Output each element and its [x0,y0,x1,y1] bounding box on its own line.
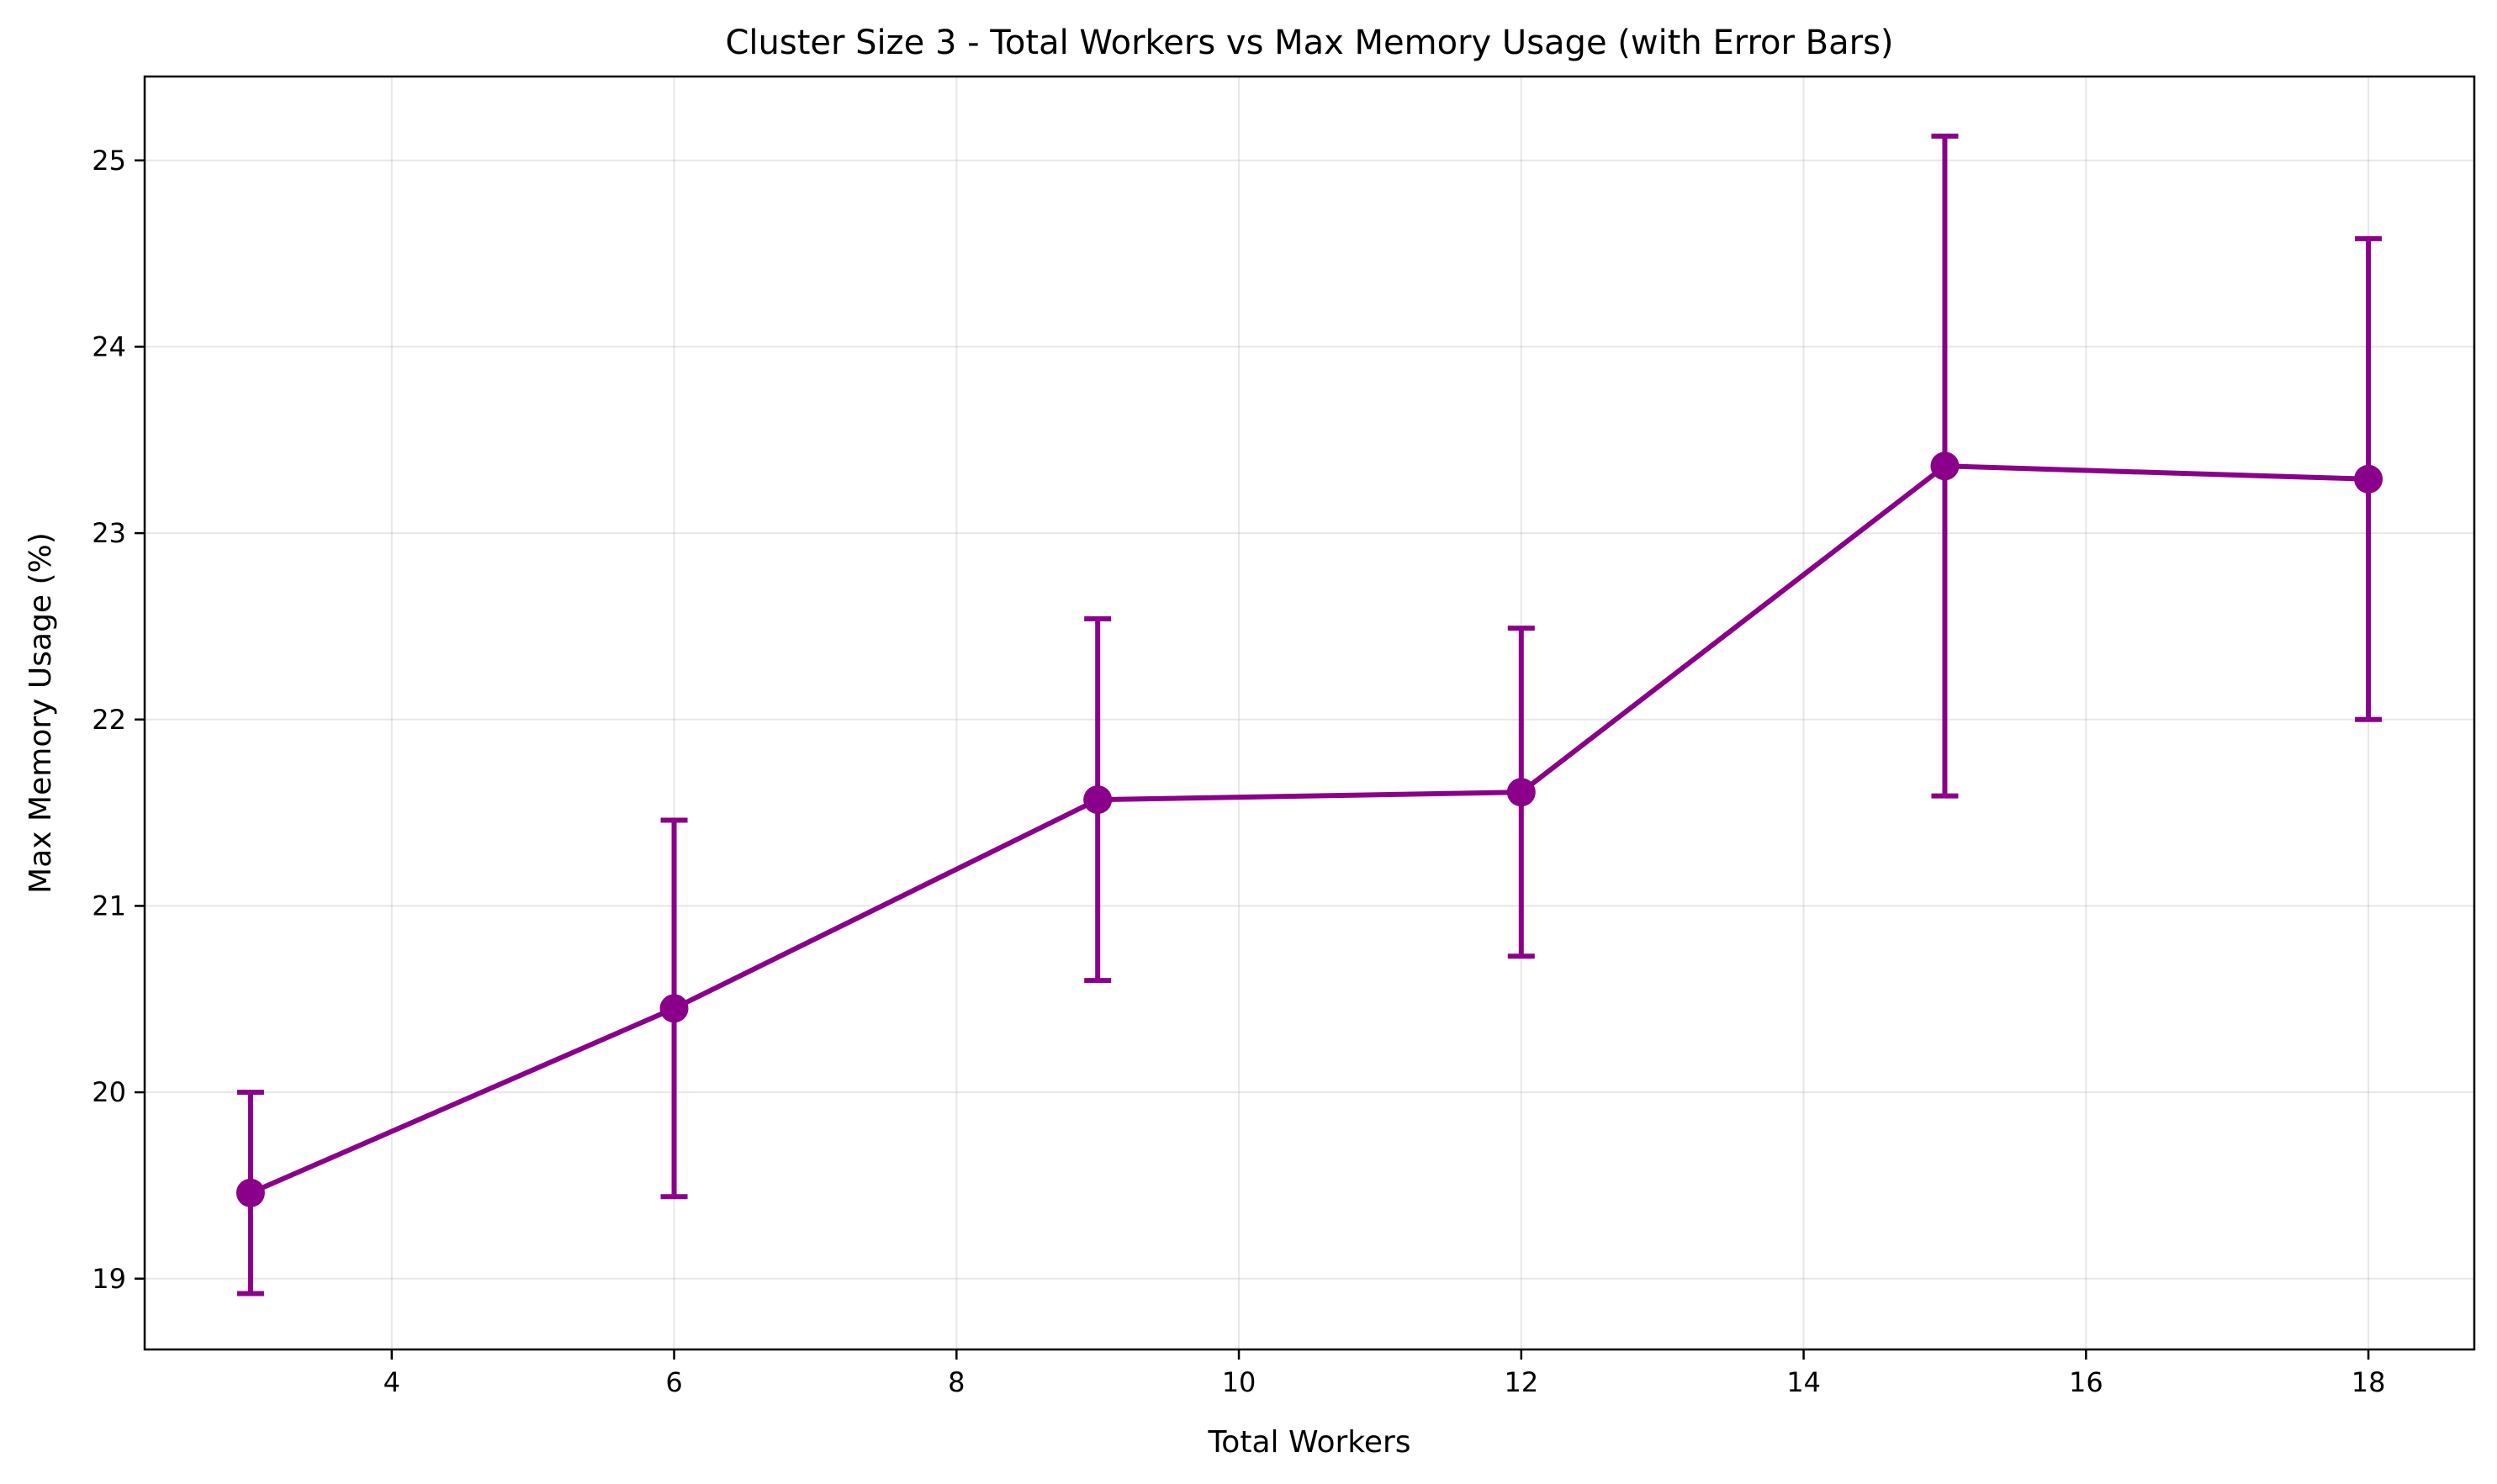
data-point [1083,785,1113,815]
chart-title: Cluster Size 3 - Total Workers vs Max Me… [725,24,1893,62]
y-tick-label: 23 [92,517,126,549]
y-tick-label: 20 [92,1076,126,1108]
y-tick-label: 19 [92,1263,126,1295]
x-tick-label: 4 [384,1366,400,1398]
x-tick-label: 16 [2069,1366,2103,1398]
data-series [235,133,2383,1297]
y-tick-label: 25 [92,145,126,177]
y-tick-label: 22 [92,704,126,736]
y-tick-label: 21 [92,890,126,922]
data-point [1506,778,1536,807]
plot-frame [143,75,2476,1351]
x-tick-label: 10 [1222,1366,1256,1398]
x-tick-label: 12 [1504,1366,1538,1398]
data-point [1930,452,1960,481]
x-axis-label: Total Workers [1207,1425,1410,1460]
x-tick-label: 14 [1786,1366,1821,1398]
x-tick-label: 6 [665,1366,682,1398]
series-line [247,463,2372,1196]
ticks: 4 6 8 10 12 14 16 18 19 20 21 22 23 24 25 [92,145,2385,1398]
y-axis-label: Max Memory Usage (%) [24,532,58,894]
x-tick-label: 18 [2352,1366,2386,1398]
y-tick-label: 24 [92,330,126,362]
data-point [235,1178,265,1207]
data-point [659,994,689,1023]
x-tick-label: 8 [948,1366,965,1398]
data-point [2354,464,2383,494]
grid [145,77,2474,1349]
